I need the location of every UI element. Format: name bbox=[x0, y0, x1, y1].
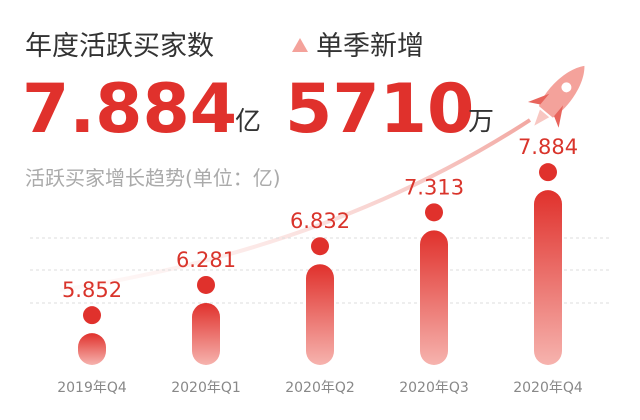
new-label: 单季新增 bbox=[316, 31, 424, 62]
value-label: 7.884 bbox=[518, 135, 578, 159]
new-value: 5710 bbox=[285, 70, 474, 149]
x-tick-label: 2019年Q4 bbox=[57, 380, 127, 396]
bar bbox=[78, 333, 106, 365]
triangle-icon bbox=[292, 38, 308, 52]
total-unit: 亿 bbox=[235, 107, 261, 137]
value-label: 5.852 bbox=[62, 278, 122, 302]
total-label: 年度活跃买家数 bbox=[25, 31, 214, 62]
value-label: 7.313 bbox=[404, 175, 464, 199]
total-value: 7.884 bbox=[22, 70, 237, 149]
bar-dot bbox=[197, 275, 215, 294]
bar-dot bbox=[311, 237, 329, 256]
value-label: 6.832 bbox=[290, 209, 350, 233]
new-unit: 万 bbox=[468, 107, 494, 137]
bar bbox=[306, 264, 334, 365]
chart-subtitle: 活跃买家增长趋势(单位：亿) bbox=[25, 166, 281, 190]
bar-dot bbox=[425, 203, 443, 222]
bar bbox=[534, 190, 562, 365]
x-tick-label: 2020年Q4 bbox=[513, 380, 583, 396]
x-tick-label: 2020年Q1 bbox=[171, 380, 241, 396]
bar bbox=[192, 302, 220, 365]
x-tick-label: 2020年Q2 bbox=[285, 380, 355, 396]
rocket bbox=[527, 65, 585, 128]
bar bbox=[420, 230, 448, 365]
x-tick-label: 2020年Q3 bbox=[399, 380, 469, 396]
bar-dot bbox=[539, 163, 557, 182]
value-label: 6.281 bbox=[176, 248, 236, 272]
trail bbox=[59, 118, 532, 292]
bar-dot bbox=[83, 306, 101, 325]
